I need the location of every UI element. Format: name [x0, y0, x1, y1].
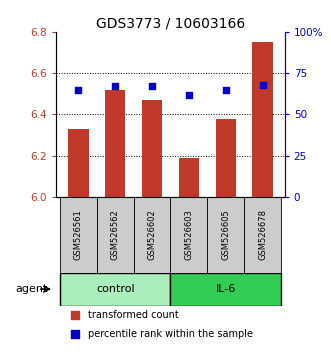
Text: GSM526602: GSM526602 — [148, 210, 157, 260]
Point — [76, 87, 81, 92]
Bar — [207, 197, 244, 273]
Bar — [134, 197, 170, 273]
Text: GSM526561: GSM526561 — [74, 210, 83, 260]
Point — [186, 92, 192, 97]
Bar — [68, 129, 88, 197]
Text: GSM526678: GSM526678 — [258, 209, 267, 260]
Bar — [105, 90, 125, 197]
Title: GDS3773 / 10603166: GDS3773 / 10603166 — [96, 17, 245, 31]
Point — [149, 84, 155, 89]
Text: control: control — [96, 284, 134, 294]
Bar — [60, 197, 97, 273]
Bar — [170, 197, 207, 273]
Point — [260, 82, 265, 87]
Bar — [179, 158, 199, 197]
Text: GSM526562: GSM526562 — [111, 210, 120, 260]
Point — [113, 84, 118, 89]
Text: GSM526603: GSM526603 — [184, 209, 193, 260]
Bar — [244, 197, 281, 273]
Point — [223, 87, 228, 92]
Point — [72, 312, 77, 318]
Text: GSM526605: GSM526605 — [221, 210, 230, 260]
Point — [72, 331, 77, 337]
Bar — [253, 42, 273, 197]
Text: agent: agent — [15, 284, 48, 294]
Bar — [170, 273, 281, 306]
Bar — [142, 100, 162, 197]
Bar — [215, 119, 236, 197]
Bar — [97, 197, 134, 273]
Text: percentile rank within the sample: percentile rank within the sample — [88, 329, 253, 339]
Bar — [60, 273, 170, 306]
Text: transformed count: transformed count — [88, 310, 179, 320]
Text: IL-6: IL-6 — [215, 284, 236, 294]
